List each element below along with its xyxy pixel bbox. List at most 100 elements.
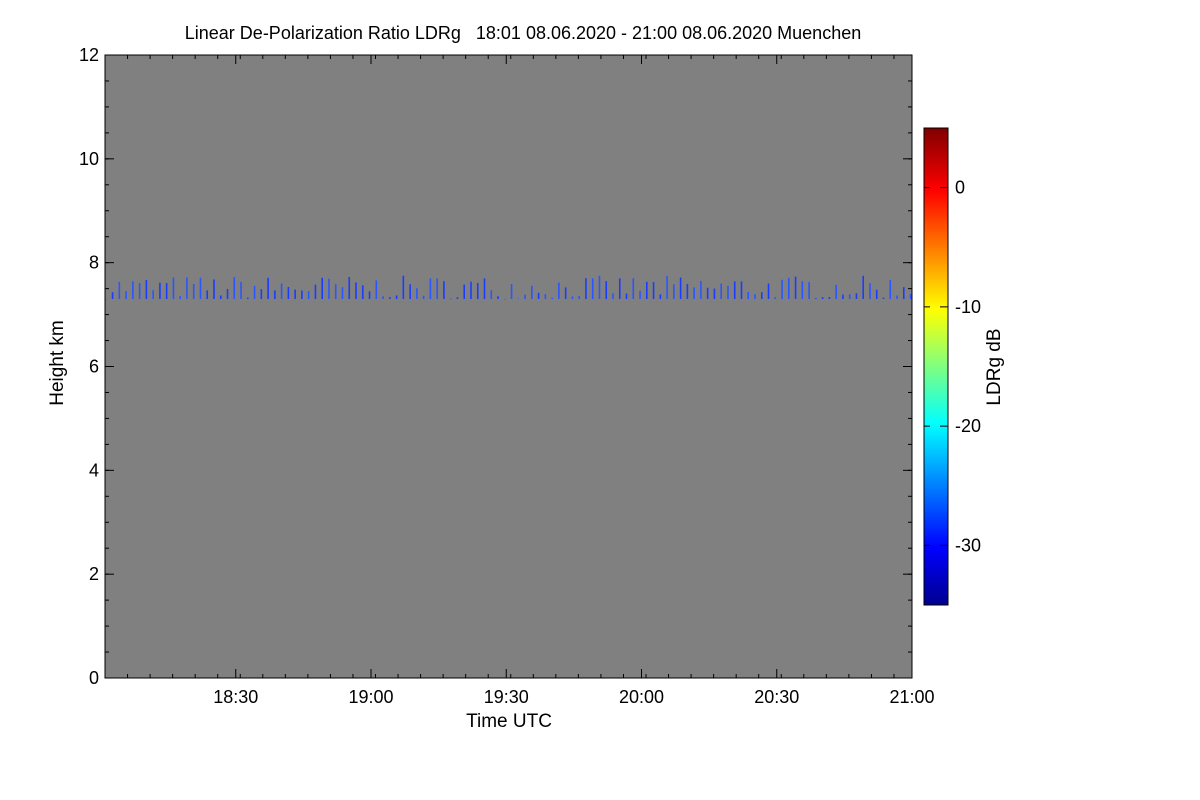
cloud-top-fringe bbox=[625, 293, 628, 300]
colorbar-label: LDRg dB bbox=[984, 328, 1005, 405]
cloud-top-fringe bbox=[402, 275, 405, 300]
cloud-top-fringe bbox=[733, 281, 736, 300]
cloud-top-fringe bbox=[760, 292, 763, 300]
cloud-top-fringe bbox=[321, 277, 324, 300]
cloud-top-fringe bbox=[862, 275, 865, 300]
cloud-top-fringe bbox=[497, 296, 499, 300]
y-tick-label: 10 bbox=[79, 149, 99, 169]
cloud-top-fringe bbox=[105, 299, 107, 300]
cloud-top-fringe bbox=[571, 296, 574, 300]
cloud-top-fringe bbox=[226, 288, 229, 300]
cloud-top-fringe bbox=[551, 297, 553, 300]
cloud-top-fringe bbox=[632, 278, 635, 300]
cloud-top-fringe bbox=[267, 277, 269, 300]
cloud-top-fringe bbox=[192, 283, 195, 300]
cloud-top-fringe bbox=[740, 281, 743, 300]
cloud-top-fringe bbox=[747, 292, 750, 300]
cloud-top-fringe bbox=[301, 290, 303, 300]
colorbar-tick-label: -20 bbox=[955, 416, 981, 436]
cloud-top-fringe bbox=[531, 285, 533, 300]
cloud-top-fringe bbox=[375, 280, 378, 300]
cloud-top-fringe bbox=[754, 294, 756, 300]
colorbar-axis: 0 -10 -20 -30 bbox=[924, 178, 981, 555]
y-tick-label: 6 bbox=[89, 357, 99, 377]
cloud-top-fringe bbox=[240, 281, 242, 300]
cloud-top-fringe bbox=[260, 289, 263, 300]
cloud-top-fringe bbox=[666, 275, 668, 300]
cloud-top-fringe bbox=[855, 293, 858, 300]
y-tick-label: 2 bbox=[89, 564, 99, 584]
cloud-top-fringe bbox=[815, 298, 817, 300]
cloud-top-fringe bbox=[382, 296, 384, 300]
cloud-top-fringe bbox=[652, 282, 655, 300]
cloud-top-fringe bbox=[639, 290, 641, 300]
cloud-top-fringe bbox=[389, 297, 391, 300]
cloud-top-fringe bbox=[909, 294, 912, 300]
cloud-top-fringe bbox=[591, 278, 594, 300]
cloud-top-fringe bbox=[395, 295, 398, 300]
cloud-top-fringe bbox=[510, 284, 513, 300]
cloud-top-fringe bbox=[341, 287, 344, 300]
cloud-top-fringe bbox=[875, 289, 878, 300]
cloud-top-fringe bbox=[361, 285, 364, 300]
cloud-top-fringe bbox=[767, 283, 770, 300]
cloud-top-fringe bbox=[788, 277, 790, 300]
cloud-top-fringe bbox=[503, 298, 506, 300]
colorbar bbox=[923, 127, 949, 606]
cloud-top-fringe bbox=[889, 280, 892, 300]
cloud-top-fringe bbox=[416, 288, 418, 300]
cloud-top-fringe bbox=[558, 282, 560, 300]
cloud-top-fringe bbox=[118, 281, 121, 300]
y-tick-label: 4 bbox=[89, 460, 99, 480]
cloud-top-fringe bbox=[186, 277, 188, 300]
x-axis: 18:30 19:00 19:30 20:00 20:30 21:00 bbox=[104, 55, 935, 707]
cloud-top-fringe bbox=[307, 291, 310, 300]
cloud-top-fringe bbox=[247, 297, 249, 300]
cloud-top-fringe bbox=[808, 282, 810, 300]
cloud-top-fringe bbox=[612, 293, 614, 300]
cloud-top-fringe bbox=[328, 278, 330, 300]
y-tick-label: 12 bbox=[79, 45, 99, 65]
cloud-top-fringe bbox=[429, 278, 432, 300]
cloud-top-fringe bbox=[172, 277, 175, 300]
cloud-top-fringe bbox=[801, 281, 804, 300]
cloud-top-fringe bbox=[287, 286, 290, 300]
cloud-top-fringe bbox=[706, 287, 709, 300]
chart-title: Linear De-Polarization Ratio LDRg 18:01 … bbox=[185, 23, 861, 43]
cloud-top-fringe bbox=[422, 295, 425, 300]
cloud-top-fringe bbox=[111, 292, 114, 300]
cloud-top-fringe bbox=[490, 290, 493, 300]
cloud-top-fringe bbox=[781, 279, 783, 300]
cloud-top-fringe bbox=[179, 296, 181, 300]
cloud-top-fringe bbox=[348, 277, 351, 300]
cloud-top-fringe bbox=[794, 276, 797, 300]
colorbar-tick-label: -10 bbox=[955, 297, 981, 317]
cloud-top-fringe bbox=[138, 283, 141, 300]
cloud-top-fringe bbox=[598, 275, 601, 300]
cloud-top-fringe bbox=[659, 294, 662, 300]
cloud-top-fringe bbox=[233, 277, 236, 300]
cloud-top-fringe bbox=[902, 287, 905, 300]
data-layers bbox=[105, 275, 912, 300]
cloud-top-fringe bbox=[585, 278, 587, 300]
x-tick-label: 21:00 bbox=[889, 687, 934, 707]
cloud-top-fringe bbox=[720, 283, 722, 300]
cloud-top-fringe bbox=[199, 277, 202, 300]
cloud-top-fringe bbox=[882, 297, 885, 300]
cloud-top-fringe bbox=[294, 289, 296, 300]
cloud-top-fringe bbox=[713, 288, 716, 300]
cloud-top-fringe bbox=[145, 279, 148, 300]
cloud-top-fringe bbox=[727, 285, 729, 300]
cloud-top-fringe bbox=[686, 283, 689, 300]
cloud-top-fringe bbox=[456, 297, 459, 300]
cloud-top-fringe bbox=[165, 283, 168, 300]
cloud-top-fringe bbox=[449, 298, 452, 300]
colorbar-tick-label: 0 bbox=[955, 178, 965, 198]
cloud-top-fringe bbox=[679, 277, 682, 300]
cloud-top-fringe bbox=[206, 290, 209, 300]
cloud-top-fringe bbox=[835, 284, 837, 300]
cloud-top-fringe bbox=[842, 294, 844, 300]
cloud-top-fringe bbox=[476, 282, 479, 300]
y-tick-label: 0 bbox=[89, 668, 99, 688]
cloud-top-fringe bbox=[355, 282, 357, 300]
